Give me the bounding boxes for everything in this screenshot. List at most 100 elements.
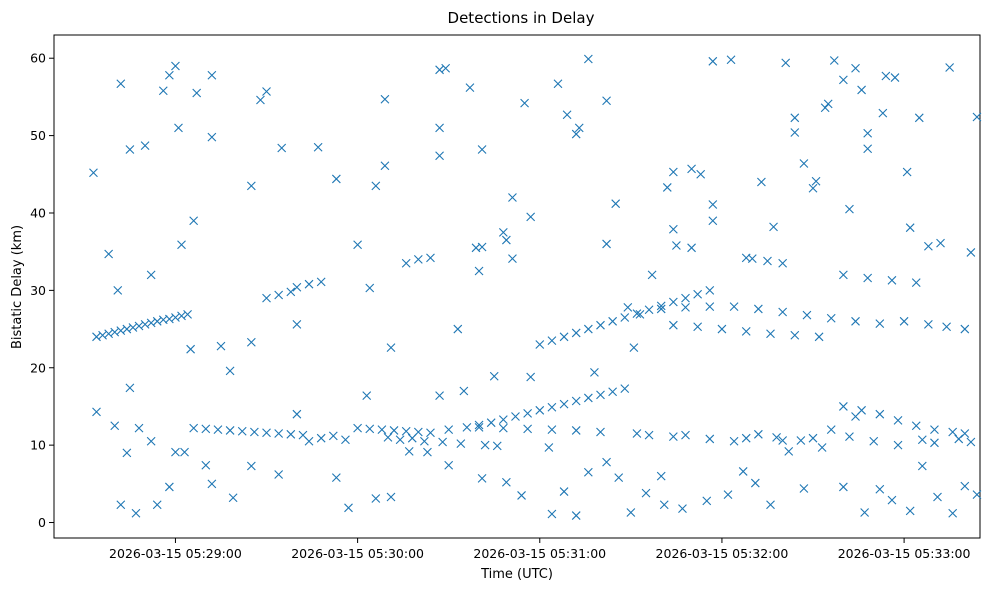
detection-point — [316, 433, 326, 443]
detection-point — [386, 343, 396, 353]
detection-point — [274, 470, 284, 479]
detection-point — [125, 145, 135, 154]
detection-point — [371, 494, 381, 503]
detection-point — [453, 324, 463, 334]
detection-point — [180, 447, 189, 457]
detection-point — [474, 266, 484, 276]
detection-point — [729, 436, 739, 446]
detection-point — [972, 112, 982, 122]
detection-point — [656, 304, 666, 314]
detection-point — [917, 461, 927, 471]
detection-point — [441, 63, 451, 73]
detection-point — [741, 433, 751, 443]
detection-point — [547, 509, 557, 519]
detection-point — [678, 504, 687, 513]
detection-point — [508, 254, 517, 264]
detection-point — [164, 482, 174, 492]
detection-point — [826, 425, 836, 435]
detection-point — [811, 176, 821, 186]
detection-point — [571, 426, 581, 435]
detection-point — [629, 343, 639, 353]
detection-point — [826, 313, 836, 323]
detection-point — [292, 320, 302, 329]
detection-point — [614, 473, 624, 483]
detection-point — [501, 235, 511, 245]
detection-point — [277, 143, 287, 153]
detection-point — [923, 320, 933, 329]
y-tick-label: 40 — [30, 205, 46, 220]
detection-point — [781, 58, 791, 68]
detection-point — [799, 484, 809, 493]
detection-point — [331, 473, 341, 483]
detection-point — [477, 474, 487, 483]
detection-point — [905, 506, 915, 516]
detection-point — [501, 477, 511, 487]
detection-point — [668, 297, 678, 307]
detection-point — [808, 433, 818, 443]
detection-point — [140, 320, 150, 329]
detection-point — [647, 270, 657, 280]
detection-point — [401, 426, 411, 436]
detection-point — [802, 310, 812, 320]
detection-point — [344, 503, 353, 513]
detection-point — [857, 85, 866, 95]
detection-point — [608, 316, 618, 326]
detection-point — [292, 409, 302, 419]
detection-point — [899, 316, 909, 326]
detection-point — [602, 457, 611, 467]
detection-point — [517, 491, 526, 500]
detection-point — [723, 490, 733, 500]
detection-point — [708, 56, 718, 66]
detection-point — [365, 283, 375, 293]
detection-point — [945, 63, 955, 72]
detection-point — [936, 238, 945, 248]
detection-point — [738, 467, 748, 476]
detection-point — [602, 96, 611, 106]
detection-point — [128, 323, 138, 332]
detection-point — [380, 161, 390, 171]
detection-point — [851, 316, 860, 326]
detection-point — [413, 255, 423, 264]
detection-point — [635, 309, 645, 319]
detection-point — [286, 429, 296, 439]
detection-point — [693, 322, 703, 332]
detection-point — [632, 309, 642, 318]
detection-point — [954, 434, 964, 444]
detection-point — [656, 301, 666, 311]
detection-point — [426, 428, 435, 438]
detection-point — [116, 79, 126, 89]
detection-point — [741, 326, 751, 336]
detection-point — [465, 83, 475, 93]
detection-point — [942, 322, 951, 332]
detection-point — [814, 332, 824, 342]
detection-point — [246, 461, 256, 471]
detection-point — [708, 216, 718, 226]
detection-point — [668, 320, 678, 330]
detection-point — [583, 324, 593, 334]
detection-point — [778, 258, 788, 268]
detection-point — [960, 324, 970, 334]
detection-point — [401, 258, 411, 268]
detection-point — [177, 240, 186, 250]
detection-point — [477, 242, 487, 252]
detection-point — [158, 86, 168, 96]
detection-point — [304, 279, 314, 289]
detection-point — [146, 270, 156, 280]
detection-point — [893, 415, 903, 425]
y-tick-label: 60 — [30, 51, 46, 66]
detection-point — [708, 200, 718, 209]
detection-point — [274, 290, 284, 300]
detection-point — [171, 313, 180, 322]
detection-point — [104, 329, 114, 339]
detection-point — [547, 402, 557, 412]
detection-point — [526, 212, 536, 222]
detection-point — [489, 371, 499, 381]
detection-point — [125, 383, 135, 393]
detection-point — [435, 123, 444, 133]
detection-point — [225, 366, 235, 376]
detection-point — [246, 181, 256, 191]
y-tick-label: 50 — [30, 128, 46, 143]
y-tick-label: 10 — [30, 438, 46, 453]
detection-point — [763, 256, 772, 266]
detection-point — [772, 433, 781, 442]
